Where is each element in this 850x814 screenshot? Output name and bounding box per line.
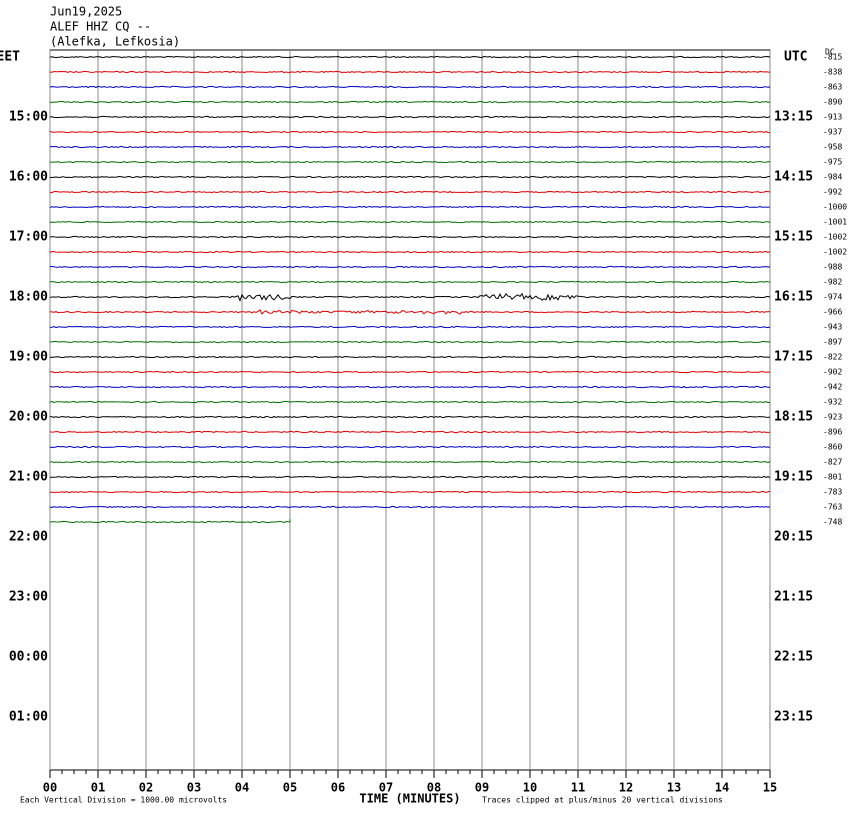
dc-label: -890 bbox=[823, 98, 842, 107]
x-tick-label: 10 bbox=[523, 781, 537, 795]
left-label: 16:00 bbox=[9, 170, 48, 185]
dc-label: -966 bbox=[823, 308, 842, 317]
left-label: 15:00 bbox=[9, 110, 48, 125]
dc-label: -975 bbox=[823, 158, 842, 167]
x-tick-label: 14 bbox=[715, 781, 729, 795]
x-tick-label: 03 bbox=[187, 781, 201, 795]
left-label: 19:00 bbox=[9, 350, 48, 365]
right-label: 17:15 bbox=[774, 350, 813, 365]
left-label: 23:00 bbox=[9, 590, 48, 605]
dc-label: -748 bbox=[823, 518, 842, 527]
left-label: 22:00 bbox=[9, 530, 48, 545]
right-label: 14:15 bbox=[774, 170, 813, 185]
x-tick-label: 04 bbox=[235, 781, 249, 795]
dc-label: -974 bbox=[823, 293, 842, 302]
dc-label: -783 bbox=[823, 488, 842, 497]
right-label: 20:15 bbox=[774, 530, 813, 545]
x-tick-label: 09 bbox=[475, 781, 489, 795]
dc-label: -815 bbox=[823, 53, 842, 62]
dc-label: -943 bbox=[823, 323, 842, 332]
helicorder: Jun19,2025 ALEF HHZ CQ -- (Alefka, Lefko… bbox=[0, 0, 850, 814]
x-tick-label: 06 bbox=[331, 781, 345, 795]
left-label: 17:00 bbox=[9, 230, 48, 245]
dc-label: -827 bbox=[823, 458, 842, 467]
dc-label: -958 bbox=[823, 143, 842, 152]
x-tick-label: 08 bbox=[427, 781, 441, 795]
title-line: ALEF HHZ CQ -- bbox=[50, 20, 151, 34]
x-tick-label: 12 bbox=[619, 781, 633, 795]
dc-label: -932 bbox=[823, 398, 842, 407]
title-line: (Alefka, Lefkosia) bbox=[50, 35, 180, 49]
dc-label: -902 bbox=[823, 368, 842, 377]
dc-label: -992 bbox=[823, 188, 842, 197]
dc-label: -1001 bbox=[823, 218, 847, 227]
left-label: 01:00 bbox=[9, 710, 48, 725]
x-tick-label: 07 bbox=[379, 781, 393, 795]
right-label: 16:15 bbox=[774, 290, 813, 305]
dc-label: -923 bbox=[823, 413, 842, 422]
x-tick-label: 01 bbox=[91, 781, 105, 795]
x-tick-label: 02 bbox=[139, 781, 153, 795]
dc-label: -863 bbox=[823, 83, 842, 92]
x-tick-label: 15 bbox=[763, 781, 777, 795]
dc-label: -801 bbox=[823, 473, 842, 482]
right-label: 18:15 bbox=[774, 410, 813, 425]
dc-label: -763 bbox=[823, 503, 842, 512]
plot-frame bbox=[50, 50, 770, 770]
right-label: 21:15 bbox=[774, 590, 813, 605]
footnote: Traces clipped at plus/minus 20 vertical… bbox=[482, 796, 723, 805]
x-tick-label: 11 bbox=[571, 781, 585, 795]
dc-label: -896 bbox=[823, 428, 842, 437]
left-label: 20:00 bbox=[9, 410, 48, 425]
dc-label: -913 bbox=[823, 113, 842, 122]
dc-label: -942 bbox=[823, 383, 842, 392]
left-label: 21:00 bbox=[9, 470, 48, 485]
right-label: 23:15 bbox=[774, 710, 813, 725]
right-label: 13:15 bbox=[774, 110, 813, 125]
dc-label: -1002 bbox=[823, 248, 847, 257]
left-header: EET bbox=[0, 50, 20, 65]
right-header: UTC bbox=[784, 50, 807, 65]
right-label: 22:15 bbox=[774, 650, 813, 665]
dc-label: -860 bbox=[823, 443, 842, 452]
x-tick-label: 13 bbox=[667, 781, 681, 795]
dc-label: -1002 bbox=[823, 233, 847, 242]
right-label: 15:15 bbox=[774, 230, 813, 245]
footnote: Each Vertical Division = 1000.00 microvo… bbox=[20, 796, 227, 805]
right-label: 19:15 bbox=[774, 470, 813, 485]
title-line: Jun19,2025 bbox=[50, 5, 122, 19]
dc-label: -822 bbox=[823, 353, 842, 362]
trace bbox=[50, 326, 770, 327]
dc-label: -988 bbox=[823, 263, 842, 272]
dc-label: -982 bbox=[823, 278, 842, 287]
dc-label: -897 bbox=[823, 338, 842, 347]
left-label: 18:00 bbox=[9, 290, 48, 305]
left-label: 00:00 bbox=[9, 650, 48, 665]
dc-label: -1000 bbox=[823, 203, 847, 212]
dc-label: -984 bbox=[823, 173, 842, 182]
x-tick-label: 00 bbox=[43, 781, 57, 795]
x-axis-title: TIME (MINUTES) bbox=[359, 792, 460, 806]
x-tick-label: 05 bbox=[283, 781, 297, 795]
dc-label: -838 bbox=[823, 68, 842, 77]
dc-label: -937 bbox=[823, 128, 842, 137]
